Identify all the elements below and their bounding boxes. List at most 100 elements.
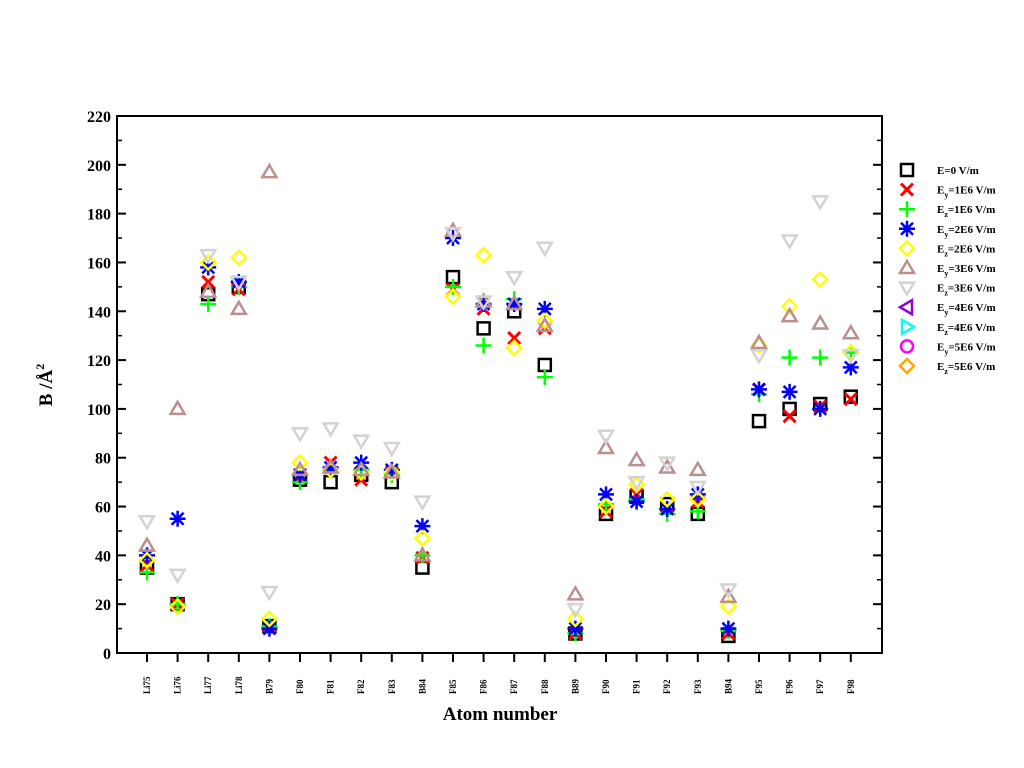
data-point bbox=[383, 463, 401, 482]
data-point bbox=[137, 514, 157, 531]
legend-label: Ey=2E6 V/m bbox=[937, 224, 996, 239]
data-point bbox=[780, 297, 799, 316]
data-point bbox=[382, 462, 401, 479]
data-point bbox=[444, 287, 462, 306]
data-point bbox=[566, 584, 585, 601]
data-point bbox=[383, 461, 400, 478]
data-point bbox=[536, 369, 553, 386]
data-point bbox=[260, 162, 279, 179]
x-tick-label: F85 bbox=[448, 679, 458, 694]
data-point bbox=[781, 349, 798, 366]
data-point bbox=[138, 551, 156, 570]
data-point bbox=[719, 587, 738, 604]
data-point bbox=[688, 460, 707, 477]
data-point bbox=[322, 459, 339, 476]
x-tick-label: F92 bbox=[662, 679, 672, 694]
y-tick-label: 100 bbox=[87, 402, 111, 419]
data-point bbox=[261, 620, 278, 637]
data-point bbox=[443, 226, 463, 243]
legend-label: Ey=3E6 V/m bbox=[937, 263, 996, 278]
x-tick-label: F81 bbox=[326, 679, 336, 694]
x-tick-label: F91 bbox=[632, 679, 642, 694]
y-tick-label: 140 bbox=[87, 304, 111, 321]
legend-label: Ey=1E6 V/m bbox=[937, 185, 996, 200]
data-point bbox=[199, 253, 217, 272]
data-point bbox=[229, 299, 248, 316]
x-tick-label: F93 bbox=[693, 679, 703, 694]
data-point bbox=[229, 275, 248, 292]
x-axis-title: Atom number bbox=[443, 704, 558, 725]
data-point bbox=[506, 295, 523, 312]
data-point bbox=[474, 295, 493, 311]
y-tick-label: 0 bbox=[103, 646, 111, 663]
data-point bbox=[199, 282, 218, 298]
x-tick-label: F90 bbox=[601, 679, 611, 694]
x-tick-label: Li78 bbox=[234, 676, 244, 694]
y-tick-label: 120 bbox=[87, 353, 111, 370]
data-point bbox=[596, 438, 616, 455]
data-point bbox=[168, 568, 187, 585]
data-point bbox=[505, 294, 524, 311]
y-tick-label: 160 bbox=[87, 255, 111, 272]
data-point bbox=[566, 602, 585, 619]
data-point bbox=[719, 597, 738, 616]
data-point bbox=[475, 337, 492, 354]
y-tick-label: 40 bbox=[95, 548, 111, 565]
data-point bbox=[749, 348, 769, 365]
legend-marker-icon bbox=[899, 201, 915, 218]
data-point bbox=[352, 460, 371, 477]
data-point bbox=[780, 306, 799, 323]
legend-marker-icon bbox=[899, 339, 915, 354]
data-point bbox=[321, 458, 340, 474]
data-point bbox=[505, 270, 524, 287]
data-point bbox=[843, 392, 858, 407]
data-point bbox=[168, 399, 187, 416]
legend-label: Ez=3E6 V/m bbox=[937, 283, 995, 298]
data-point bbox=[507, 331, 522, 346]
data-point bbox=[475, 295, 492, 312]
data-point bbox=[659, 500, 676, 517]
x-tick-label: F83 bbox=[387, 679, 397, 694]
data-point bbox=[812, 400, 829, 417]
legend-marker-icon bbox=[898, 357, 916, 375]
data-point bbox=[627, 475, 646, 492]
legend-marker-icon bbox=[899, 182, 915, 197]
legend-marker-icon bbox=[900, 317, 917, 336]
data-point bbox=[382, 441, 401, 458]
legend-label: Ez=2E6 V/m bbox=[937, 243, 995, 258]
x-tick-label: Li75 bbox=[142, 676, 152, 694]
plot-area bbox=[116, 115, 883, 654]
data-point bbox=[476, 321, 491, 336]
legend-label: Ey=5E6 V/m bbox=[937, 341, 996, 356]
data-point bbox=[658, 490, 676, 508]
data-point bbox=[474, 246, 493, 264]
legend-label: Ez=5E6 V/m bbox=[937, 361, 995, 376]
data-point bbox=[535, 316, 554, 333]
legend-marker-icon bbox=[897, 298, 914, 317]
data-point bbox=[260, 585, 279, 602]
x-tick-label: F80 bbox=[295, 679, 305, 694]
legend-marker-icon bbox=[899, 162, 915, 178]
data-point bbox=[137, 536, 157, 552]
data-point bbox=[719, 583, 738, 600]
data-point bbox=[535, 241, 554, 258]
y-tick-label: 220 bbox=[87, 109, 111, 126]
x-tick-label: B94 bbox=[723, 678, 733, 694]
data-point bbox=[842, 359, 859, 376]
data-point bbox=[230, 248, 248, 267]
legend: E=0 V/m Ey=1E6 V/m Ez=1E6 V/m Ey=2E6 V/m Ez=… bbox=[897, 162, 996, 376]
data-point bbox=[782, 409, 797, 424]
data-point bbox=[290, 427, 310, 443]
x-tick-label: B79 bbox=[264, 678, 274, 694]
data-point bbox=[169, 510, 186, 527]
legend-label: Ez=4E6 V/m bbox=[937, 322, 995, 337]
x-tick-label: F96 bbox=[785, 679, 795, 694]
x-tick-label: F87 bbox=[509, 679, 519, 694]
data-point bbox=[780, 234, 799, 250]
data-point bbox=[596, 429, 616, 446]
legend-marker-icon bbox=[897, 281, 917, 298]
x-tick-label: B89 bbox=[570, 678, 580, 694]
data-point bbox=[260, 610, 279, 628]
data-point bbox=[811, 270, 829, 289]
legend-marker-icon bbox=[897, 258, 917, 275]
